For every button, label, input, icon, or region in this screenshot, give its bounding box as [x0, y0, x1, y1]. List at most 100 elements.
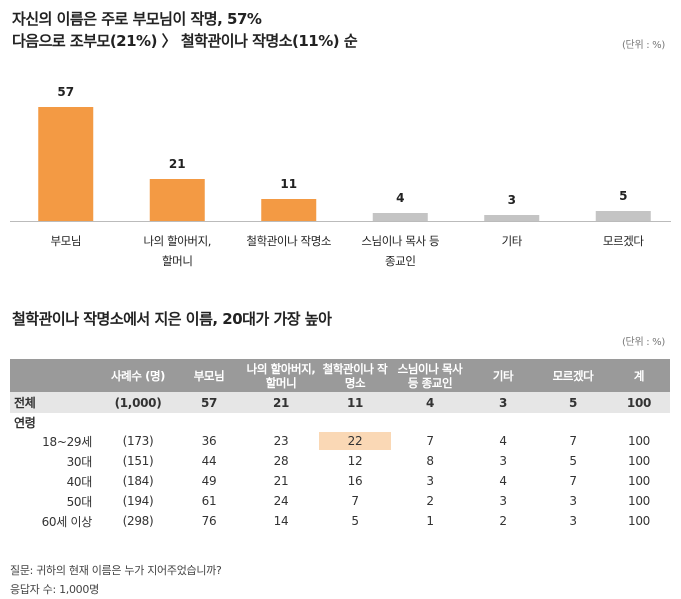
table-header-cell: 부모님: [174, 359, 244, 392]
total-cell: 5: [538, 392, 608, 413]
category-label: 종교인: [385, 254, 416, 268]
table-cell: 76: [201, 514, 217, 528]
total-cell: 100: [608, 392, 670, 413]
table-cell: 61: [201, 494, 217, 508]
bar-value-label: 4: [396, 191, 404, 205]
table-cell: 3: [499, 494, 507, 508]
table-cell: 23: [273, 434, 289, 448]
table-cell: 50대: [66, 494, 93, 509]
table-cell: 3: [569, 514, 577, 528]
table-cell: 2: [426, 494, 434, 508]
table-cell: 21: [273, 474, 289, 488]
table-header-cell: 나의 할아버지, 할머니: [244, 359, 318, 392]
table-cell: 7: [426, 434, 434, 448]
table-cell: 16: [347, 474, 363, 488]
table-header-cell: 기타: [468, 359, 538, 392]
bar: [372, 213, 428, 221]
table-cell: 2: [499, 514, 507, 528]
table-row: 18~29세 (173) 36 23 22 7 4 7 100: [10, 431, 670, 451]
table-cell: 14: [273, 514, 289, 528]
data-table: 사례수 (명) 부모님 나의 할아버지, 할머니 철학관이나 작명소 스님이나 목사 등…: [10, 359, 670, 531]
category-label: 스님이나 목사 등: [361, 234, 439, 248]
category-label: 모르겠다: [603, 234, 645, 248]
table-header-cell: 철학관이나 작명소: [318, 359, 392, 392]
total-cell: 3: [468, 392, 538, 413]
total-cell: (1,000): [102, 392, 174, 413]
bar-value-label: 3: [508, 193, 516, 207]
total-cell: 21: [244, 392, 318, 413]
table-cell: 100: [627, 494, 650, 508]
total-cell: 전체: [10, 392, 102, 413]
group-label: 연령: [14, 415, 36, 430]
table-cell: 5: [351, 514, 359, 528]
bar-value-label: 11: [280, 177, 297, 191]
table-cell: 7: [569, 474, 577, 488]
table-row: 40대 (184) 49 21 16 3 4 7 100: [10, 471, 670, 491]
chart-unit-label: (단위 : %): [621, 40, 665, 51]
table-cell: 40대: [66, 474, 93, 489]
total-cell: 4: [392, 392, 468, 413]
table-cell: 7: [351, 494, 359, 508]
table-cell: 100: [627, 474, 650, 488]
table-row: 30대 (151) 44 28 12 8 3 5 100: [10, 451, 670, 471]
table-cell: 30대: [66, 454, 93, 469]
table-cell: 60세 이상: [41, 514, 93, 529]
bar-value-label: 21: [169, 157, 186, 171]
table-cell: 1: [426, 514, 434, 528]
footnote-sample: 응답자 수: 1,000명: [10, 583, 99, 596]
table-cell: 100: [627, 514, 650, 528]
table-header-cell: 계: [608, 359, 670, 392]
table-cell: 4: [499, 434, 507, 448]
table-header-cell: 모르겠다: [538, 359, 608, 392]
highlighted-value: 22: [319, 432, 391, 450]
bar-chart: 57 부모님 21 나의 할아버지, 할머니 11 철학관이나 작명소 4 스님이나 목사 등종…: [10, 85, 671, 268]
table-group-row: 연령: [10, 413, 670, 431]
table-cell: 24: [273, 494, 289, 508]
total-cell: 11: [318, 392, 392, 413]
table-cell: 3: [426, 474, 434, 488]
chart-title-line2: 다음으로 조부모(21%) 〉 철학관이나 작명소(11%) 순: [12, 32, 358, 50]
table-row: 50대 (194) 61 24 7 2 3 3 100: [10, 491, 670, 511]
table-header-cell: [10, 359, 102, 392]
category-label: 부모님: [50, 234, 81, 248]
table-total-row: 전체 (1,000) 57 21 11 4 3 5 100: [10, 392, 670, 413]
chart-title-line1: 자신의 이름은 주로 부모님이 작명, 57%: [12, 10, 262, 28]
category-label: 철학관이나 작명소: [246, 234, 331, 248]
bar: [484, 215, 540, 221]
table-header-cell: 사례수 (명): [102, 359, 174, 392]
table-cell: 5: [569, 454, 577, 468]
table-cell: (194): [122, 494, 154, 508]
bar: [595, 211, 651, 221]
table-cell: 3: [569, 494, 577, 508]
table-cell: 49: [201, 474, 217, 488]
table-cell: 3: [499, 454, 507, 468]
table-cell: 4: [499, 474, 507, 488]
table-header-cell: 스님이나 목사 등 종교인: [392, 359, 468, 392]
bar: [149, 179, 205, 221]
table-cell: 36: [201, 434, 217, 448]
table-cell: 28: [273, 454, 289, 468]
table-cell: (173): [122, 434, 154, 448]
table-cell: 18~29세: [42, 434, 92, 449]
table-title: 철학관이나 작명소에서 지은 이름, 20대가 가장 높아: [12, 310, 332, 328]
table-cell: 8: [426, 454, 434, 468]
table-cell: 22: [318, 431, 392, 451]
total-cell: 57: [174, 392, 244, 413]
table-cell: 7: [569, 434, 577, 448]
table-cell: 100: [627, 434, 650, 448]
table-cell: 100: [627, 454, 650, 468]
bar: [261, 199, 317, 221]
table-cell: (151): [122, 454, 154, 468]
table-cell: (184): [122, 474, 154, 488]
table-cell: 44: [201, 454, 217, 468]
bar-value-label: 5: [619, 189, 627, 203]
category-label: 기타: [502, 234, 523, 248]
chart-title: 자신의 이름은 주로 부모님이 작명, 57% 다음으로 조부모(21%) 〉 …: [12, 8, 358, 52]
table-unit-label: (단위 : %): [621, 337, 665, 348]
category-label: 나의 할아버지,: [143, 234, 211, 248]
table-cell: 12: [347, 454, 363, 468]
table-header-row: 사례수 (명) 부모님 나의 할아버지, 할머니 철학관이나 작명소 스님이나 목사 등…: [10, 359, 670, 392]
table-row: 60세 이상 (298) 76 14 5 1 2 3 100: [10, 511, 670, 531]
footnote-question: 질문: 귀하의 현재 이름은 누가 지어주었습니까?: [10, 564, 222, 577]
bar: [38, 107, 94, 221]
